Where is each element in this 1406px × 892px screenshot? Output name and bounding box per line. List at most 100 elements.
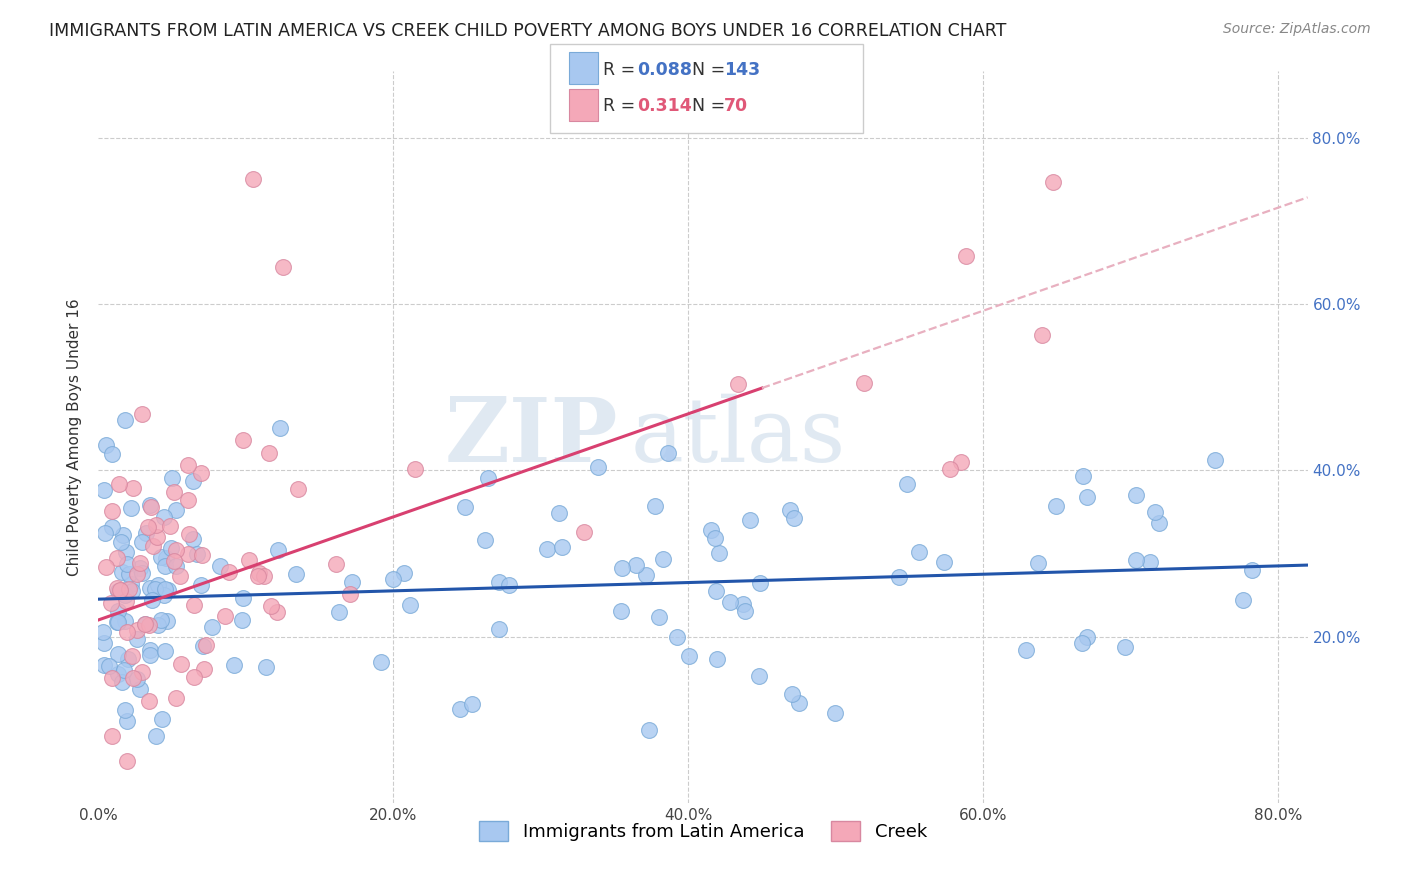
Point [257, 446, 280, 460]
Point [120, 501, 142, 516]
Point [370, 655, 392, 669]
Point [162, 471, 184, 485]
Point [932, 556, 955, 570]
Point [1147, 516, 1170, 530]
Point [93, 483, 115, 497]
Point [266, 605, 288, 619]
Point [498, 578, 520, 592]
Point [231, 613, 253, 627]
Point [454, 500, 477, 514]
Point [141, 500, 163, 514]
Text: 0.088: 0.088 [637, 62, 692, 79]
Point [381, 572, 404, 586]
Point [703, 531, 725, 545]
Point [183, 670, 205, 684]
Point [107, 604, 129, 618]
Point [1042, 175, 1064, 189]
Point [150, 712, 173, 726]
Point [115, 714, 138, 728]
Point [461, 697, 484, 711]
Point [134, 616, 156, 631]
Point [100, 520, 122, 534]
Point [128, 681, 150, 696]
Point [108, 477, 131, 491]
Legend: Immigrants from Latin America, Creek: Immigrants from Latin America, Creek [472, 814, 934, 848]
Point [107, 615, 129, 630]
Point [177, 458, 200, 473]
Point [269, 421, 291, 435]
Point [634, 567, 657, 582]
Point [285, 566, 308, 581]
Point [889, 570, 911, 584]
Text: IMMIGRANTS FROM LATIN AMERICA VS CREEK CHILD POVERTY AMONG BOYS UNDER 16 CORRELA: IMMIGRANTS FROM LATIN AMERICA VS CREEK C… [49, 22, 1007, 40]
Point [609, 604, 631, 618]
Point [138, 694, 160, 708]
Point [91, 624, 114, 639]
Point [787, 696, 810, 710]
Point [155, 643, 177, 657]
Point [142, 539, 165, 553]
Point [748, 669, 770, 683]
Text: 0.314: 0.314 [637, 97, 692, 115]
Point [246, 569, 269, 583]
Point [1114, 640, 1136, 654]
Point [191, 639, 214, 653]
Point [707, 546, 730, 560]
Point [125, 632, 148, 646]
Text: R =: R = [603, 62, 641, 79]
Text: ZIP: ZIP [444, 393, 619, 481]
Point [131, 408, 153, 422]
Point [146, 530, 169, 544]
Point [183, 474, 205, 488]
Point [399, 599, 422, 613]
Point [141, 592, 163, 607]
Point [107, 583, 129, 598]
Point [624, 558, 647, 572]
Point [110, 534, 132, 549]
Point [108, 582, 131, 597]
Point [536, 541, 558, 556]
Point [1125, 487, 1147, 501]
Point [190, 466, 212, 480]
Point [128, 561, 150, 575]
Point [1125, 553, 1147, 567]
Point [706, 652, 728, 666]
Point [325, 557, 347, 571]
Point [115, 594, 138, 608]
Point [153, 559, 176, 574]
Point [138, 617, 160, 632]
Point [1232, 593, 1254, 607]
Point [136, 520, 159, 534]
Point [638, 723, 661, 737]
Point [145, 729, 167, 743]
Point [146, 618, 169, 632]
Point [101, 730, 124, 744]
Point [749, 576, 772, 591]
Point [122, 671, 145, 685]
Point [548, 507, 571, 521]
Point [134, 617, 156, 632]
Point [232, 433, 254, 447]
Point [727, 376, 749, 391]
Point [114, 545, 136, 559]
Point [115, 754, 138, 768]
Point [194, 638, 217, 652]
Point [105, 550, 128, 565]
Point [127, 672, 149, 686]
Point [218, 565, 240, 579]
Point [150, 549, 173, 564]
Point [779, 503, 801, 517]
Point [145, 518, 167, 533]
Point [155, 550, 177, 565]
Point [1071, 636, 1094, 650]
Point [120, 577, 142, 591]
Point [118, 566, 141, 581]
Point [114, 614, 136, 628]
Point [287, 482, 309, 496]
Point [127, 567, 149, 582]
Point [186, 547, 208, 561]
Point [488, 622, 510, 636]
Point [101, 447, 124, 461]
Point [165, 503, 187, 517]
Point [718, 595, 741, 609]
